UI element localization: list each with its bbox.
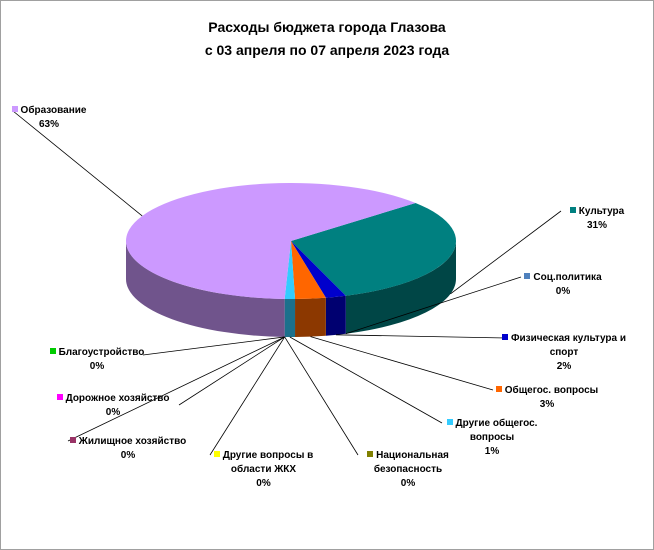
label-marker (56, 394, 63, 400)
value-label: 0% (120, 450, 136, 461)
label-marker (367, 451, 374, 457)
value-label: 0% (256, 478, 271, 489)
category-label: Другие общегос. вопросы (455, 418, 538, 443)
value-label: 0% (105, 407, 121, 418)
leader-line (335, 334, 507, 339)
label-marker (569, 207, 576, 213)
category-label: Соц.политика (533, 272, 602, 283)
category-label: Национальная безопасность (373, 450, 449, 475)
category-label: Дорожное хозяйство (65, 393, 170, 404)
data-label: Образование 63% (9, 104, 89, 132)
slice (125, 182, 416, 299)
category-label: Благоустройство (58, 347, 145, 358)
slice-side (284, 298, 296, 337)
label-marker (446, 419, 453, 425)
value-label: 2% (556, 361, 572, 372)
leader-line (67, 336, 285, 442)
label-marker (495, 386, 502, 392)
slice-side (126, 241, 285, 337)
slice-side (295, 297, 326, 337)
category-label: Общегос. вопросы (504, 385, 599, 396)
data-label: Жилищное хозяйство 0% (63, 435, 193, 463)
value-label: 31% (586, 220, 607, 231)
leader-line (450, 210, 562, 295)
data-label: Физическая культура и спорт 2% (499, 332, 629, 374)
value-label: 0% (400, 478, 416, 489)
data-label: Благоустройство 0% (27, 346, 167, 374)
value-label: 1% (484, 446, 500, 457)
data-label: Другие вопросы в области ЖКХ 0% (206, 449, 321, 491)
value-label: 3% (539, 399, 555, 410)
label-marker (11, 106, 18, 112)
slice-side (325, 295, 346, 336)
slice-side (345, 241, 456, 334)
slice (291, 202, 456, 296)
leader-line (178, 336, 285, 406)
chart-subtitle: с 03 апреля по 07 апреля 2023 года (204, 42, 450, 58)
data-label: Культура 31% (557, 205, 637, 233)
label-marker (49, 348, 56, 354)
leader-line (310, 336, 494, 391)
data-label: Общегос. вопросы 3% (487, 384, 607, 412)
data-label: Дорожное хозяйство 0% (43, 392, 183, 420)
label-marker (524, 273, 531, 279)
value-label: 63% (38, 119, 59, 130)
value-label: 0% (555, 286, 571, 297)
category-label: Жилищное хозяйство (78, 436, 187, 447)
data-label: Национальная безопасность 0% (353, 449, 463, 491)
leader-line (284, 336, 359, 456)
data-label: Соц.политика 0% (513, 271, 613, 299)
leader-line (12, 110, 143, 217)
label-marker (69, 437, 76, 443)
chart-title: Расходы бюджета города Глазова (208, 19, 446, 35)
leader-line (142, 336, 285, 356)
label-marker (501, 334, 508, 340)
category-label: Культура (578, 206, 625, 217)
slice (284, 241, 296, 299)
leader-line (289, 336, 443, 424)
category-label: Другие вопросы в области ЖКХ (222, 450, 314, 475)
leader-line (209, 336, 286, 456)
data-label: Другие общегос. вопросы 1% (437, 417, 547, 459)
leader-line (345, 276, 522, 335)
category-label: Физическая культура и спорт (510, 333, 626, 358)
slice (291, 241, 346, 298)
value-label: 0% (89, 361, 105, 372)
slice (291, 241, 326, 299)
category-label: Образование (20, 105, 87, 116)
label-marker (213, 451, 220, 457)
